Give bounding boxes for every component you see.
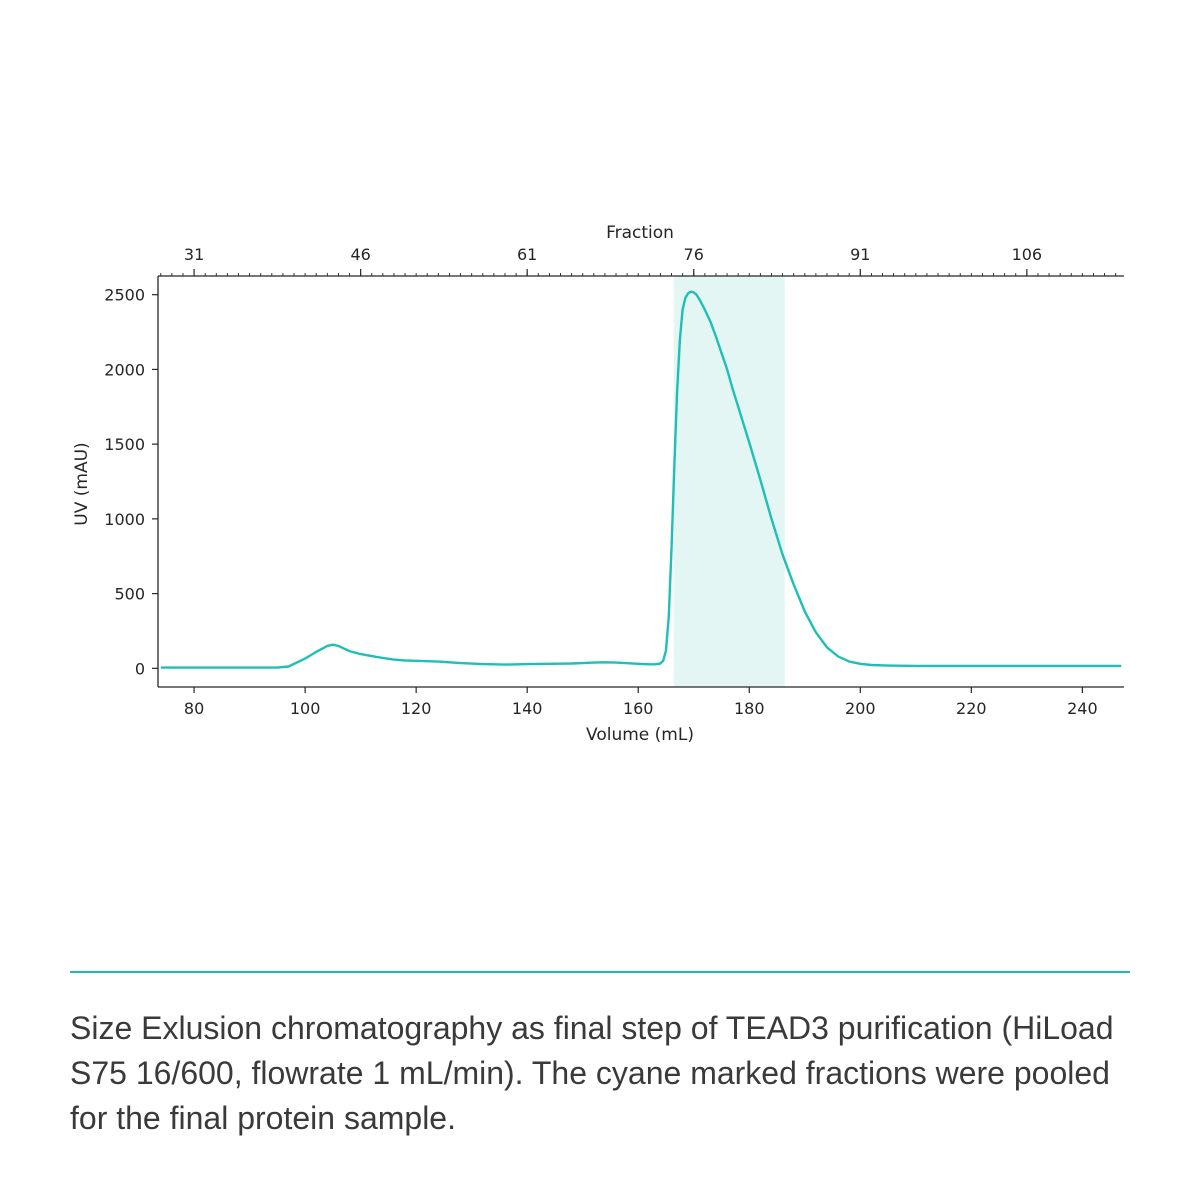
chromatogram-chart: 80 100 120 140 160 180 200 220 240 0 500 1000 1500 20… [72, 223, 1124, 745]
y-tick-label: 1500 [104, 435, 145, 454]
y-tick-label: 2000 [104, 360, 145, 379]
top-tick-label: 61 [517, 245, 537, 264]
y-tick-label: 0 [135, 659, 145, 678]
top-tick-label: 31 [184, 245, 204, 264]
y-tick-label: 1000 [104, 510, 145, 529]
y-tick-label: 500 [114, 585, 145, 604]
x-tick-label: 100 [290, 699, 321, 718]
top-axis-title: Fraction [606, 223, 674, 243]
pooled-fractions-region [673, 276, 785, 687]
y-axis-title: UV (mAU) [72, 442, 92, 525]
figure-caption: Size Exlusion chromatography as final st… [70, 1010, 1114, 1136]
x-tick-label: 140 [512, 699, 543, 718]
uv-trace-line [160, 290, 1122, 669]
x-tick-label: 220 [956, 699, 987, 718]
x-tick-label: 80 [184, 699, 204, 718]
x-tick-label: 180 [734, 699, 765, 718]
x-axis-title: Volume (mL) [586, 725, 694, 745]
x-tick-label: 200 [845, 699, 876, 718]
x-tick-label: 240 [1067, 699, 1098, 718]
top-tick-label: 91 [850, 245, 870, 264]
top-tick-label: 106 [1012, 245, 1043, 264]
x-tick-label: 160 [623, 699, 654, 718]
top-tick-label: 46 [350, 245, 370, 264]
caption-divider [70, 971, 1130, 973]
x-tick-label: 120 [401, 699, 432, 718]
y-tick-label: 2500 [104, 286, 145, 305]
top-tick-label: 76 [684, 245, 704, 264]
